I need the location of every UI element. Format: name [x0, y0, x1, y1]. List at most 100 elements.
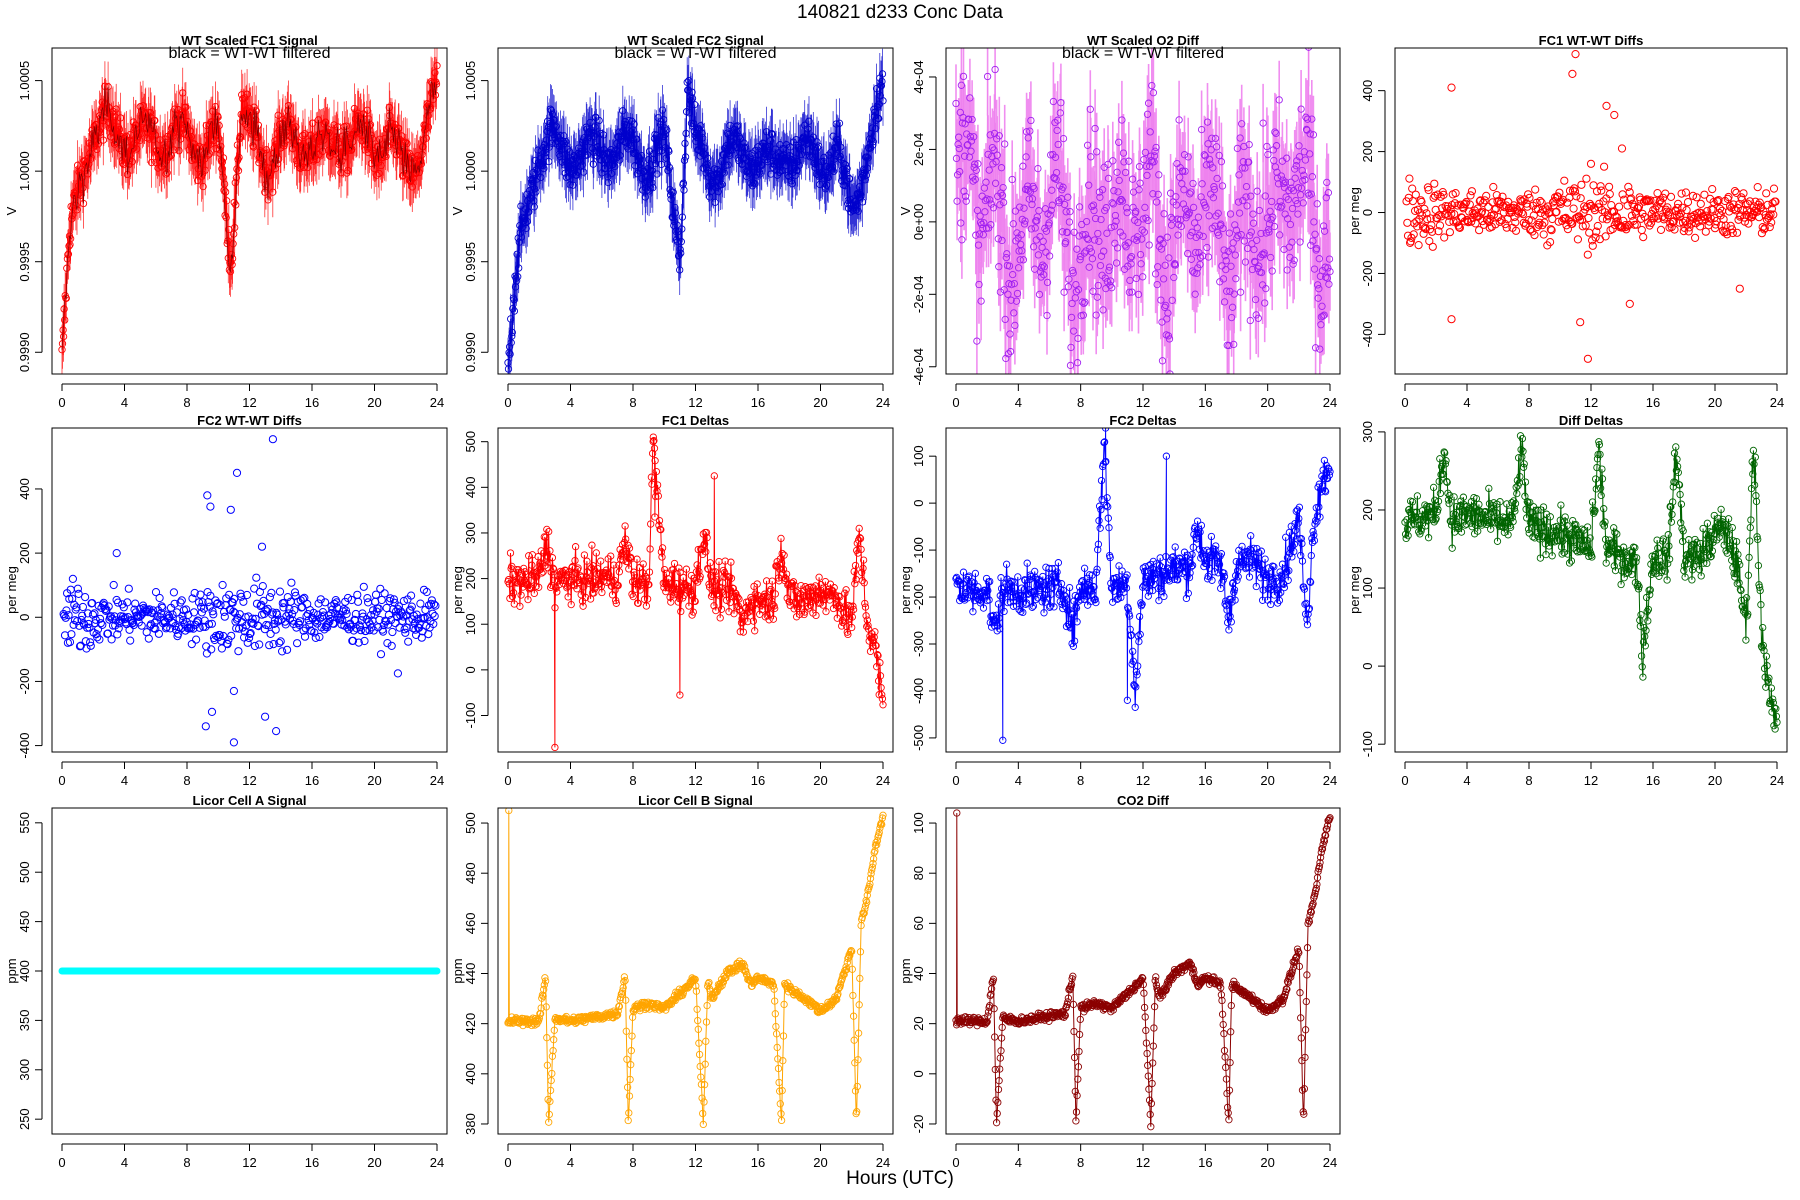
- data-point: [1544, 523, 1553, 531]
- data-point: [562, 574, 570, 582]
- data-point: [1225, 229, 1234, 237]
- data-point: [1056, 109, 1064, 117]
- data-point: [1093, 293, 1101, 301]
- data-point: [650, 436, 658, 445]
- data-point: [862, 612, 870, 620]
- data-point: [685, 602, 693, 610]
- data-point: [429, 600, 439, 609]
- data-point: [974, 583, 982, 591]
- data-point: [1232, 275, 1240, 283]
- data-point: [652, 467, 661, 476]
- data-point: [1001, 315, 1009, 324]
- data-point: [1033, 217, 1041, 225]
- data-point: [1016, 256, 1024, 264]
- data-point: [65, 638, 75, 647]
- data-point: [1148, 564, 1156, 573]
- data-point: [1468, 523, 1476, 531]
- data-point: [1092, 311, 1100, 319]
- data-point: [975, 280, 983, 289]
- data-point: [1253, 559, 1262, 567]
- data-point: [1714, 196, 1723, 205]
- data-point: [1073, 618, 1081, 626]
- data-point: [957, 81, 966, 89]
- data-point: [1268, 267, 1276, 275]
- data-point: [551, 743, 559, 752]
- data-point: [254, 622, 263, 631]
- data-point: [769, 600, 777, 609]
- data-point: [1677, 189, 1686, 198]
- data-point: [203, 491, 212, 500]
- data-point: [575, 151, 584, 159]
- data-point: [403, 139, 411, 148]
- data-point: [232, 624, 241, 633]
- x-tick-label: 16: [1646, 395, 1660, 410]
- data-point: [154, 629, 163, 638]
- data-point: [653, 481, 662, 489]
- data-point: [1593, 463, 1601, 472]
- data-point: [149, 606, 158, 615]
- data-point: [625, 565, 633, 573]
- data-point: [275, 587, 285, 596]
- data-point: [1132, 683, 1140, 691]
- data-point: [1487, 518, 1495, 527]
- data-point: [345, 620, 354, 629]
- data-point: [1632, 209, 1641, 218]
- data-point: [1622, 222, 1632, 231]
- data-point: [1201, 152, 1209, 160]
- data-point: [545, 143, 553, 151]
- data-point: [1222, 265, 1230, 274]
- data-point: [1119, 575, 1127, 583]
- data-point: [1018, 247, 1026, 255]
- data-point: [1187, 559, 1195, 568]
- data-point: [665, 163, 674, 172]
- data-point: [629, 592, 637, 601]
- data-point: [1651, 212, 1661, 221]
- data-point: [1309, 237, 1317, 245]
- data-point: [1202, 161, 1211, 169]
- data-point: [386, 616, 396, 625]
- data-point: [1096, 524, 1104, 532]
- data-point: [640, 595, 649, 603]
- data-point: [1248, 265, 1257, 274]
- data-point: [1110, 187, 1118, 195]
- data-point: [1162, 452, 1171, 460]
- data-point: [259, 596, 268, 606]
- y-tick-label: -200: [911, 584, 926, 610]
- plot-frame: [945, 47, 1341, 375]
- data-point: [1448, 544, 1456, 552]
- panel-title: WT Scaled FC2 Signal: [627, 33, 764, 48]
- data-point: [1241, 164, 1249, 172]
- data-point: [1027, 572, 1035, 581]
- data-point: [622, 535, 630, 543]
- data-point: [1572, 520, 1580, 529]
- data-point: [849, 602, 857, 610]
- data-point: [647, 167, 655, 176]
- data-point: [1165, 254, 1173, 262]
- data-point: [1613, 530, 1621, 538]
- data-point: [1518, 434, 1527, 443]
- data-point: [1311, 520, 1319, 528]
- data-point: [1229, 579, 1237, 587]
- data-point: [868, 124, 876, 132]
- data-point: [1539, 230, 1548, 239]
- data-point: [103, 629, 113, 638]
- data-point: [1077, 578, 1086, 586]
- data-point: [1593, 455, 1602, 463]
- data-point: [863, 164, 872, 172]
- data-point: [605, 570, 613, 579]
- data-point: [1050, 603, 1058, 611]
- data-point: [1133, 671, 1141, 679]
- data-point: [249, 143, 258, 151]
- data-point: [1691, 233, 1700, 242]
- data-point: [1214, 209, 1222, 217]
- data-point: [783, 594, 791, 602]
- data-point: [309, 608, 318, 618]
- data-point: [542, 136, 551, 144]
- data-point: [744, 617, 752, 626]
- data-point: [1020, 204, 1028, 212]
- data-point: [1246, 316, 1254, 325]
